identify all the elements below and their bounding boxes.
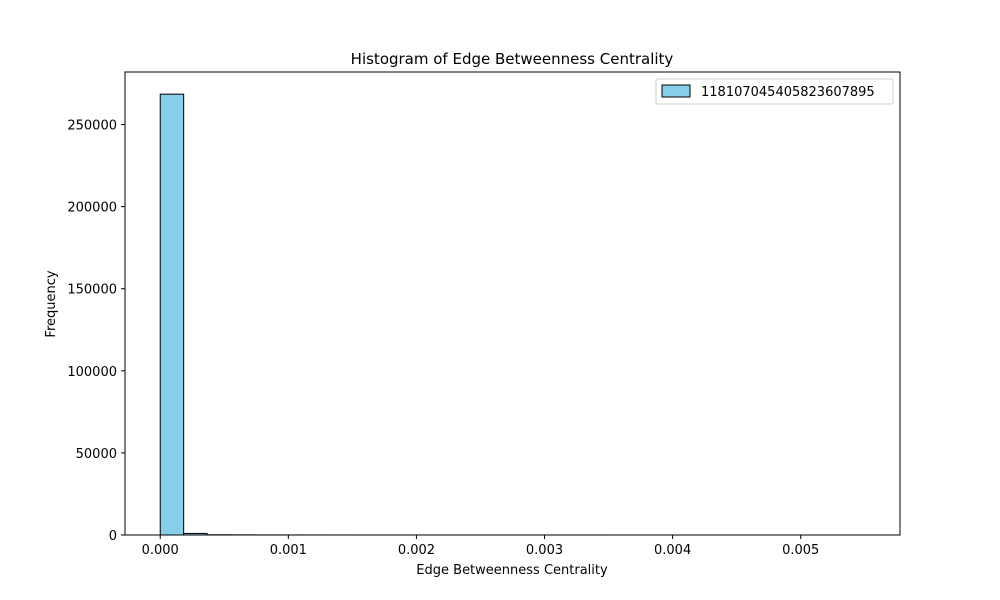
legend-swatch	[661, 84, 691, 98]
legend: 118107045405823607895	[655, 78, 894, 105]
x-tick-label: 0.004	[654, 543, 691, 558]
x-tick-label: 0.002	[398, 543, 435, 558]
y-tick-label: 200000	[67, 201, 117, 216]
x-tick-label: 0.001	[270, 543, 307, 558]
x-axis: 0.000 0.001 0.002 0.003 0.004 0.005	[142, 535, 819, 558]
y-axis-label: Frequency	[44, 270, 59, 337]
histogram-bar	[159, 93, 185, 536]
chart-title: Histogram of Edge Betweenness Centrality	[351, 50, 674, 68]
legend-label: 118107045405823607895	[701, 85, 875, 100]
x-axis-label: Edge Betweenness Centrality	[416, 563, 608, 578]
y-tick-label: 100000	[67, 365, 117, 380]
y-tick-label: 0	[109, 529, 117, 544]
x-tick-label: 0.000	[142, 543, 179, 558]
x-tick-label: 0.005	[782, 543, 819, 558]
y-axis: 0 50000 100000 150000 200000 250000	[67, 119, 125, 544]
x-tick-label: 0.003	[526, 543, 563, 558]
y-tick-label: 50000	[76, 447, 117, 462]
y-tick-label: 150000	[67, 283, 117, 298]
legend-box	[655, 78, 894, 105]
plot-frame	[124, 71, 901, 536]
bars-group	[159, 93, 864, 536]
y-tick-label: 250000	[67, 119, 117, 134]
